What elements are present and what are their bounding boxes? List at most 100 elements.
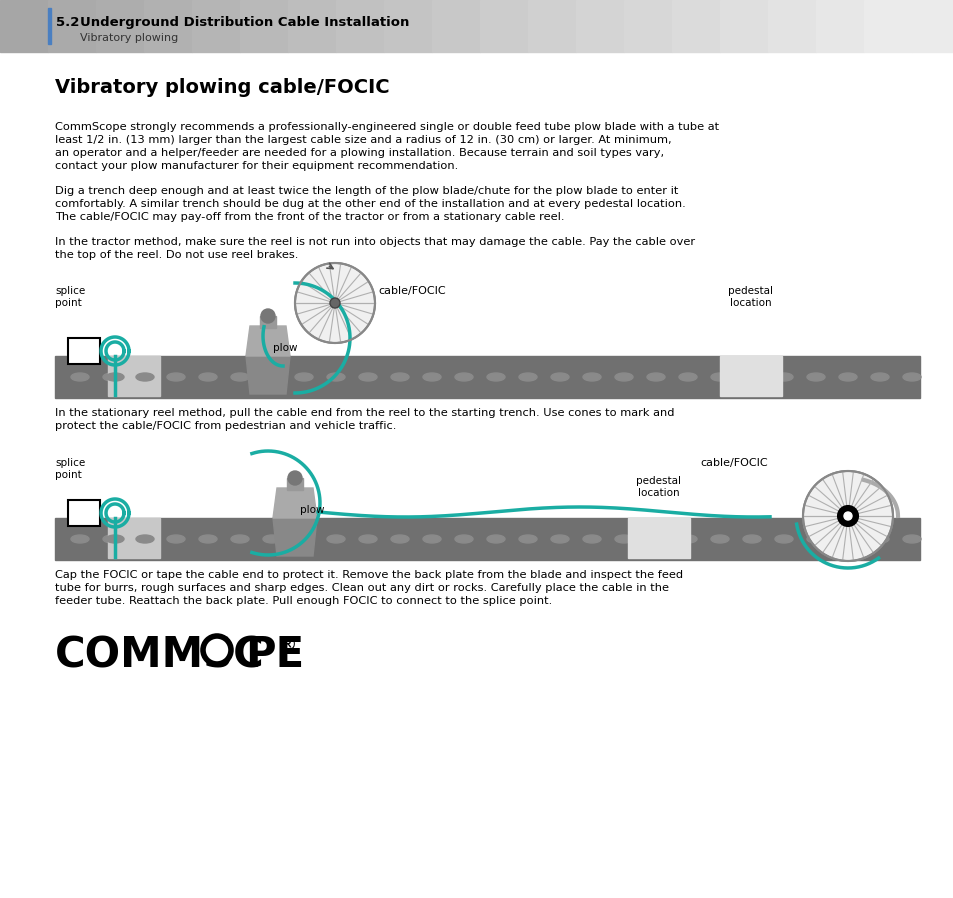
Ellipse shape (263, 373, 281, 381)
Text: splice
point: splice point (55, 286, 85, 308)
Circle shape (837, 506, 857, 526)
Ellipse shape (231, 535, 249, 543)
Ellipse shape (774, 373, 792, 381)
Text: comfortably. A similar trench should be dug at the other end of the installation: comfortably. A similar trench should be … (55, 199, 685, 209)
Ellipse shape (615, 535, 633, 543)
Ellipse shape (518, 535, 537, 543)
Bar (68, 500, 100, 526)
Bar (55, 518, 919, 560)
Bar (911, 0, 953, 52)
Ellipse shape (391, 535, 409, 543)
Bar (48, 8, 51, 44)
Text: Vibratory plowing cable/FOCIC: Vibratory plowing cable/FOCIC (55, 78, 389, 97)
Circle shape (288, 471, 302, 485)
Ellipse shape (136, 373, 153, 381)
Bar (384, 0, 432, 52)
Ellipse shape (106, 535, 124, 543)
Circle shape (203, 636, 231, 664)
Circle shape (261, 309, 274, 323)
Ellipse shape (358, 535, 376, 543)
Ellipse shape (582, 373, 600, 381)
Ellipse shape (646, 373, 664, 381)
Bar (288, 0, 335, 52)
Ellipse shape (231, 373, 249, 381)
Ellipse shape (710, 535, 728, 543)
Bar (576, 0, 623, 52)
Bar (287, 478, 303, 490)
Ellipse shape (615, 373, 633, 381)
Bar (815, 0, 863, 52)
Text: splice
point: splice point (55, 458, 85, 480)
Ellipse shape (294, 535, 313, 543)
Ellipse shape (455, 373, 473, 381)
Bar (108, 518, 160, 558)
Bar (863, 0, 911, 52)
Ellipse shape (838, 535, 856, 543)
Ellipse shape (646, 535, 664, 543)
Text: plow: plow (299, 505, 324, 515)
Text: pedestal
location: pedestal location (636, 476, 680, 497)
Ellipse shape (294, 373, 313, 381)
Polygon shape (273, 518, 316, 556)
Text: The cable/FOCIC may pay-off from the front of the tractor or from a stationary c: The cable/FOCIC may pay-off from the fro… (55, 212, 564, 222)
Ellipse shape (902, 535, 920, 543)
Ellipse shape (518, 373, 537, 381)
Bar (192, 0, 240, 52)
Ellipse shape (742, 535, 760, 543)
Text: tube for burrs, rough surfaces and sharp edges. Clean out any dirt or rocks. Car: tube for burrs, rough surfaces and sharp… (55, 583, 668, 593)
Text: Dig a trench deep enough and at least twice the length of the plow blade/chute f: Dig a trench deep enough and at least tw… (55, 186, 678, 196)
Circle shape (843, 512, 851, 520)
Text: Cap the FOCIC or tape the cable end to protect it. Remove the back plate from th: Cap the FOCIC or tape the cable end to p… (55, 570, 682, 580)
Text: ®: ® (276, 636, 296, 655)
Ellipse shape (902, 373, 920, 381)
Ellipse shape (422, 535, 440, 543)
Ellipse shape (167, 535, 185, 543)
Circle shape (294, 263, 375, 343)
Bar (432, 0, 479, 52)
Ellipse shape (135, 373, 152, 381)
Bar (335, 0, 384, 52)
Ellipse shape (551, 373, 568, 381)
Bar (767, 0, 815, 52)
Ellipse shape (327, 535, 345, 543)
Ellipse shape (199, 373, 216, 381)
Bar (627, 518, 689, 558)
Ellipse shape (551, 535, 568, 543)
Text: protect the cable/FOCIC from pedestrian and vehicle traffic.: protect the cable/FOCIC from pedestrian … (55, 421, 395, 431)
Text: COMMSC: COMMSC (55, 634, 265, 676)
Ellipse shape (870, 535, 888, 543)
Ellipse shape (679, 535, 697, 543)
Ellipse shape (327, 373, 345, 381)
Ellipse shape (486, 373, 504, 381)
Bar (48, 0, 96, 52)
Ellipse shape (422, 373, 440, 381)
Bar (479, 0, 527, 52)
Ellipse shape (774, 535, 792, 543)
Ellipse shape (391, 373, 409, 381)
Bar (623, 0, 671, 52)
Polygon shape (246, 326, 290, 356)
Bar (260, 316, 275, 328)
Ellipse shape (679, 373, 697, 381)
Text: PE: PE (245, 634, 304, 676)
Ellipse shape (135, 535, 152, 543)
Ellipse shape (582, 535, 600, 543)
Text: feeder tube. Reattach the back plate. Pull enough FOCIC to connect to the splice: feeder tube. Reattach the back plate. Pu… (55, 596, 552, 606)
Ellipse shape (263, 535, 281, 543)
Bar (144, 0, 192, 52)
Text: In the stationary reel method, pull the cable end from the reel to the starting : In the stationary reel method, pull the … (55, 408, 674, 418)
Bar (55, 356, 919, 398)
Bar (96, 0, 144, 52)
Bar (108, 356, 160, 396)
Bar (240, 0, 288, 52)
Text: In the tractor method, make sure the reel is not run into objects that may damag: In the tractor method, make sure the ree… (55, 237, 695, 247)
Polygon shape (246, 356, 290, 394)
Text: cable/FOCIC: cable/FOCIC (700, 458, 767, 468)
Bar (720, 0, 767, 52)
Ellipse shape (103, 373, 121, 381)
Text: an operator and a helper/feeder are needed for a plowing installation. Because t: an operator and a helper/feeder are need… (55, 148, 663, 158)
Ellipse shape (486, 535, 504, 543)
Ellipse shape (870, 373, 888, 381)
Ellipse shape (199, 535, 216, 543)
Ellipse shape (103, 535, 121, 543)
